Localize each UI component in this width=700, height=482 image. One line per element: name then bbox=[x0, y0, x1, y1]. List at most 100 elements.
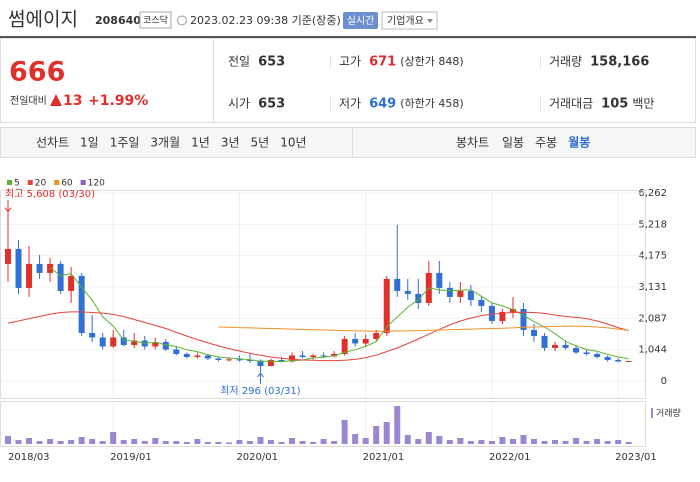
current-price: 666 bbox=[9, 57, 65, 88]
y-tick-label: 0 bbox=[661, 376, 667, 387]
timestamp: 2023.02.23 09:38 기준(장중) bbox=[190, 14, 341, 27]
volume-bar bbox=[362, 438, 369, 444]
candle-body bbox=[604, 356, 611, 360]
volume-bar bbox=[562, 441, 569, 444]
volume-bar bbox=[467, 441, 474, 444]
candle-body bbox=[552, 344, 559, 348]
candle-body bbox=[415, 293, 422, 303]
annotation-label: 최저 296 (03/31) bbox=[220, 385, 301, 397]
legend-label: 120 bbox=[88, 179, 105, 189]
candle-body bbox=[5, 248, 11, 264]
period-button[interactable]: 1년 bbox=[191, 136, 210, 150]
volume-bar bbox=[89, 439, 96, 444]
period-button[interactable]: 1일 bbox=[80, 136, 99, 150]
stat-value: 158,166 bbox=[590, 55, 649, 70]
volume-bar bbox=[499, 437, 506, 444]
period-button[interactable]: 5년 bbox=[251, 136, 270, 150]
candle-body bbox=[352, 338, 359, 344]
realtime-button[interactable] bbox=[343, 12, 378, 29]
candle-body bbox=[110, 337, 117, 347]
stat-label: 저가 bbox=[339, 97, 361, 111]
candle-body bbox=[446, 287, 453, 297]
volume-bar bbox=[36, 441, 43, 444]
stat-label: 거래대금 bbox=[549, 97, 593, 111]
candle-body bbox=[573, 347, 580, 353]
volume-bar bbox=[615, 440, 622, 444]
candle-body bbox=[531, 329, 537, 336]
company-button[interactable] bbox=[381, 11, 438, 30]
volume-bar bbox=[26, 438, 33, 444]
volume-bar bbox=[120, 440, 127, 444]
annotation-arrowhead bbox=[4, 207, 12, 213]
volume-bar bbox=[246, 441, 253, 444]
volume-bar bbox=[394, 406, 401, 444]
volume-bar bbox=[425, 432, 432, 444]
volume-bar bbox=[531, 439, 537, 444]
candle-period-button[interactable]: 주봉 bbox=[535, 136, 557, 150]
x-tick-label: 2021/01 bbox=[363, 452, 405, 463]
volume-bar bbox=[215, 442, 222, 444]
up-arrow bbox=[50, 94, 62, 106]
y-tick-label: 4,175 bbox=[638, 251, 667, 262]
candle-body bbox=[404, 290, 411, 294]
candle-body bbox=[162, 341, 169, 350]
candle-body bbox=[215, 358, 222, 360]
volume-bar bbox=[436, 436, 443, 444]
candle-body bbox=[499, 311, 506, 321]
line-chart-label: 선차트 bbox=[36, 136, 69, 150]
candle-period-button[interactable]: 일봉 bbox=[502, 136, 524, 150]
volume-bar bbox=[183, 442, 190, 444]
annotation-arrowhead bbox=[257, 372, 264, 378]
candle-body bbox=[373, 332, 380, 339]
stat-note: (하한가 458) bbox=[400, 96, 463, 110]
volume-bar bbox=[446, 440, 453, 444]
candle-body bbox=[36, 263, 43, 273]
candle-body bbox=[152, 341, 159, 347]
company-label[interactable]: 기업개요 bbox=[387, 14, 424, 27]
moving-average-line bbox=[49, 267, 629, 363]
volume-bar bbox=[47, 439, 54, 444]
period-button[interactable]: 3년 bbox=[221, 136, 240, 150]
legend-swatch bbox=[80, 180, 86, 185]
toolbar-items: 1일 1주일 3개월 1년 3년 5년 10년 일봉 주봉 월봉 bbox=[80, 135, 590, 150]
period-button[interactable]: 1주일 bbox=[110, 136, 140, 150]
candle-body bbox=[562, 344, 569, 348]
stat-unit: 백만 bbox=[632, 97, 654, 111]
volume-bar bbox=[236, 440, 243, 444]
period-button[interactable]: 10년 bbox=[280, 136, 306, 150]
period-button[interactable]: 3개월 bbox=[150, 136, 180, 150]
volume-bar bbox=[5, 436, 11, 444]
stat-value: 653 bbox=[258, 55, 285, 70]
y-tick-label: 2,087 bbox=[638, 313, 667, 324]
candle-body bbox=[467, 290, 474, 300]
candle-body bbox=[68, 275, 75, 291]
volume-bar bbox=[488, 441, 495, 444]
volume-bar bbox=[541, 441, 548, 444]
candle-body bbox=[541, 335, 548, 348]
stat-value: 653 bbox=[258, 97, 285, 112]
candle-body bbox=[194, 355, 201, 357]
volume-bar bbox=[583, 441, 590, 444]
candle-body bbox=[225, 359, 232, 361]
realtime-label[interactable]: 실시간 bbox=[347, 15, 375, 27]
candle-period-button[interactable]: 월봉 bbox=[568, 135, 590, 150]
volume-bar bbox=[573, 438, 580, 444]
toolbar bbox=[0, 127, 696, 158]
volume-bar bbox=[78, 437, 85, 444]
clock-icon bbox=[177, 15, 187, 26]
quote-panel bbox=[0, 38, 696, 123]
volume-bar bbox=[299, 441, 306, 444]
volume-bar bbox=[225, 442, 232, 444]
volume-bar bbox=[415, 439, 422, 444]
candle-body bbox=[457, 290, 464, 297]
stat-note: (상한가 848) bbox=[400, 55, 463, 68]
candle-body bbox=[478, 299, 485, 306]
candle-body bbox=[131, 340, 138, 345]
volume-bar bbox=[331, 441, 338, 444]
market: 코스닥 bbox=[143, 15, 168, 26]
stat-value: 105 bbox=[601, 97, 628, 112]
change-label: 전일대비 bbox=[10, 95, 47, 107]
x-tick-label: 2020/01 bbox=[236, 452, 278, 463]
header-divider bbox=[0, 36, 696, 38]
